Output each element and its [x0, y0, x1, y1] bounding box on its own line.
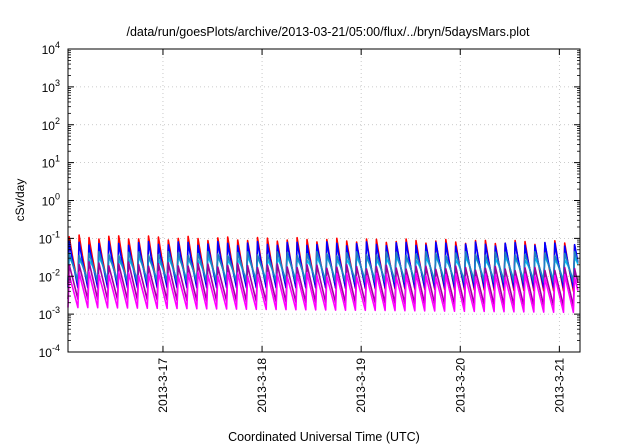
- y-tick-label: 101: [42, 154, 60, 171]
- y-tick-label: 103: [42, 78, 60, 95]
- series-line: [67, 234, 579, 292]
- series-group: [67, 234, 579, 314]
- y-axis: 104 103 102 101 100 10-1 10-2 10-3 10-4: [39, 40, 580, 360]
- x-axis: 2013-3-17 2013-3-18 2013-3-19 2013-3-20 2013…: [156, 49, 566, 413]
- x-tick-label: 2013-3-21: [552, 358, 566, 413]
- y-tick-label: 10-4: [39, 343, 60, 360]
- x-tick-label: 2013-3-20: [453, 358, 467, 413]
- x-tick-label: 2013-3-19: [354, 358, 368, 413]
- x-tick-label: 2013-3-17: [156, 358, 170, 413]
- y-tick-label: 100: [42, 192, 60, 209]
- y-tick-label: 102: [42, 116, 60, 133]
- y-axis-label: cSv/day: [13, 179, 27, 222]
- y-tick-label: 10-3: [39, 305, 60, 322]
- series-line: [67, 271, 579, 314]
- x-axis-label: Coordinated Universal Time (UTC): [228, 430, 420, 444]
- y-tick-label: 104: [42, 40, 60, 57]
- y-tick-label: 10-1: [39, 229, 60, 246]
- x-tick-label: 2013-3-18: [255, 358, 269, 413]
- chart-title: /data/run/goesPlots/archive/2013-03-21/0…: [126, 25, 530, 39]
- y-tick-label: 10-2: [39, 267, 60, 284]
